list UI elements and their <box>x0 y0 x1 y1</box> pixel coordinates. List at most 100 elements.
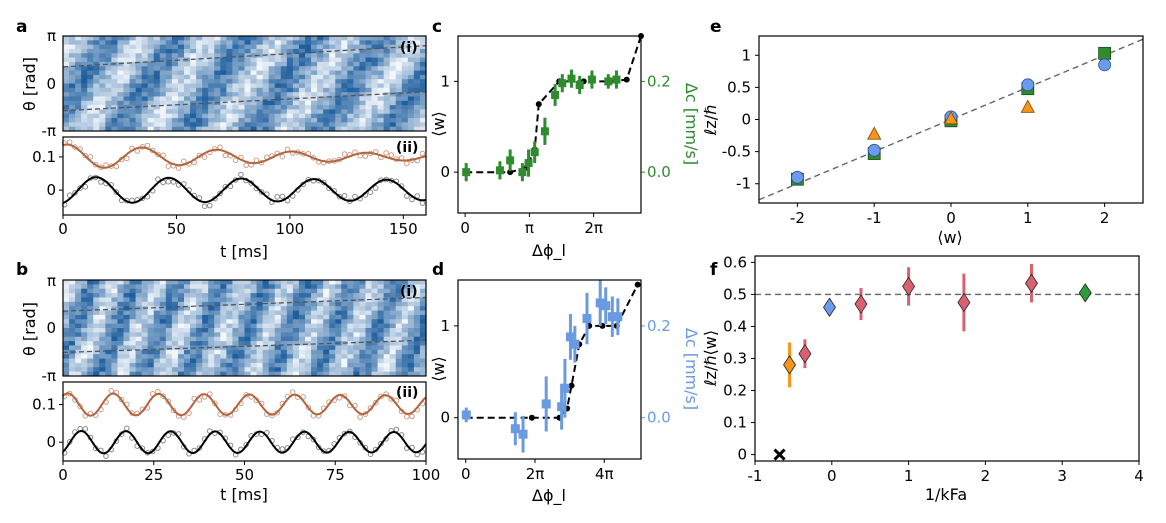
heatmap-cell <box>123 57 130 63</box>
heatmap-cell <box>111 293 118 298</box>
heatmap-cell <box>256 349 264 355</box>
heatmap-cell <box>99 288 106 294</box>
heatmap-cell <box>202 293 209 298</box>
heatmap-cell <box>226 367 233 373</box>
heatmap-cell <box>177 44 185 50</box>
trace-data-point <box>149 448 156 455</box>
heatmap-cell <box>262 57 270 63</box>
heatmap-cell <box>184 66 191 71</box>
heatmap-cell <box>407 36 415 41</box>
heatmap-cell <box>365 332 372 338</box>
heatmap-cell <box>298 319 306 325</box>
heatmap-cell <box>274 96 282 102</box>
heatmap-cell <box>371 297 378 303</box>
heatmap-cell <box>395 301 403 307</box>
heatmap-cell <box>208 70 215 76</box>
heatmap-cell <box>147 92 155 97</box>
heatmap-cell <box>323 288 330 294</box>
heatmap-cell <box>244 57 251 63</box>
heatmap-cell <box>311 66 318 71</box>
heatmap-cell <box>292 362 300 368</box>
heatmap-cell <box>208 74 215 80</box>
heatmap-cell <box>413 358 421 364</box>
heatmap-cell <box>395 118 403 123</box>
heatmap-cell <box>401 61 409 67</box>
heatmap-cell <box>377 83 385 89</box>
heatmap-cell <box>105 314 112 320</box>
heatmap-cell <box>389 354 397 359</box>
heatmap-cell <box>141 40 149 46</box>
heatmap-cell <box>75 336 82 342</box>
heatmap-cell <box>383 113 391 119</box>
heatmap-cell <box>93 53 100 58</box>
heatmap-cell <box>389 92 397 97</box>
heatmap-cell <box>208 105 215 110</box>
heatmap-cell <box>395 113 403 119</box>
heatmap-cell <box>165 345 173 351</box>
heatmap-cell <box>177 79 185 84</box>
heatmap-cell <box>383 310 391 316</box>
heatmap-cell <box>371 113 378 119</box>
heatmap-cell <box>75 284 82 290</box>
heatmap-cell <box>69 100 76 106</box>
heatmap-cell <box>341 92 348 97</box>
heatmap-cell <box>317 79 324 84</box>
heatmap-cell <box>371 358 378 364</box>
heatmap-cell <box>341 96 348 102</box>
heatmap-cell <box>311 336 318 342</box>
heatmap-cell <box>165 122 173 128</box>
heatmap-cell <box>190 301 197 307</box>
heatmap-cell <box>238 362 245 368</box>
heatmap-cell <box>117 100 124 106</box>
heatmap-cell <box>268 310 276 316</box>
heatmap-cell <box>159 306 167 311</box>
heatmap-cell <box>202 332 209 338</box>
heatmap-cell <box>105 358 112 364</box>
heatmap-cell <box>123 314 130 320</box>
heatmap-cell <box>238 92 245 97</box>
heatmap-cell <box>147 74 155 80</box>
heatmap-cell <box>93 362 100 368</box>
heatmap-cell <box>401 371 409 377</box>
heatmap-cell <box>419 40 427 46</box>
xtick-label: 100 <box>412 466 441 484</box>
heatmap-cell <box>69 40 76 46</box>
heatmap-cell <box>256 280 264 285</box>
heatmap-cell <box>274 371 282 377</box>
heatmap-cell <box>377 61 385 67</box>
heatmap-cell <box>274 306 282 311</box>
heatmap-cell <box>377 100 385 106</box>
heatmap-cell <box>256 79 264 84</box>
heatmap-cell <box>371 371 378 377</box>
heatmap-cell <box>250 109 257 115</box>
ytick-label: 0 <box>737 446 747 464</box>
heatmap-cell <box>311 48 318 54</box>
heatmap-cell <box>256 297 264 303</box>
heatmap-cell <box>232 358 239 364</box>
heatmap-cell <box>208 319 215 325</box>
heatmap-cell <box>256 40 264 46</box>
heatmap-cell <box>117 70 124 76</box>
heatmap-cell <box>171 297 179 303</box>
velocity-point <box>518 168 527 177</box>
heatmap-cell <box>87 367 94 373</box>
heatmap-cell <box>123 40 130 46</box>
heatmap-cell <box>365 87 372 93</box>
heatmap-cell <box>135 297 143 303</box>
heatmap-cell <box>395 288 403 294</box>
heatmap-cell <box>147 79 155 84</box>
heatmap-cell <box>377 310 385 316</box>
heatmap-cell <box>244 349 251 355</box>
heatmap-cell <box>63 367 70 373</box>
heatmap-cell <box>250 354 257 359</box>
heatmap-cell <box>268 70 276 76</box>
heatmap-cell <box>99 57 106 63</box>
heatmap-cell <box>232 113 239 119</box>
heatmap-cell <box>244 44 251 50</box>
heatmap-cell <box>383 280 391 285</box>
heatmap-cell <box>395 53 403 58</box>
heatmap-cell <box>202 79 209 84</box>
heatmap-cell <box>413 297 421 303</box>
heatmap-cell <box>365 345 372 351</box>
